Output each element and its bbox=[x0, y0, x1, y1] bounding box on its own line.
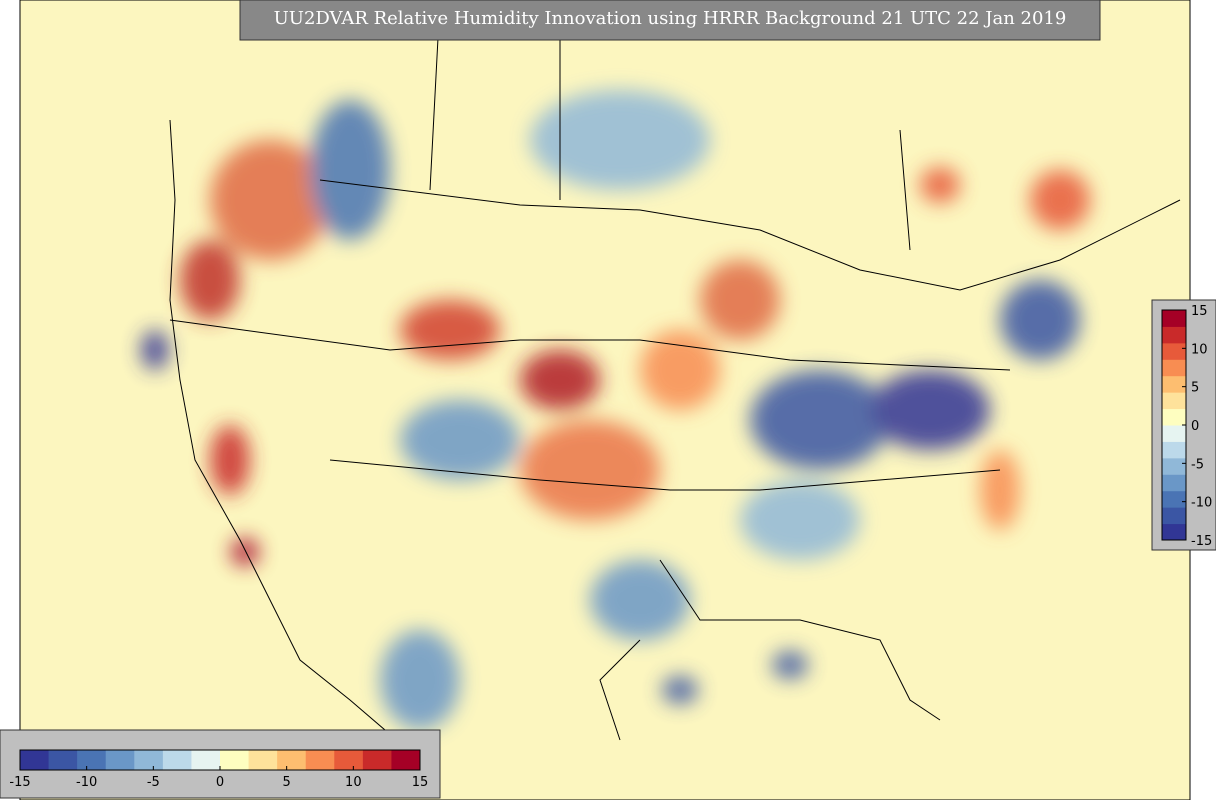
color-segment bbox=[162, 750, 192, 770]
color-segment bbox=[248, 750, 278, 770]
vertical-colorbar: -15 -10 -5 0 5 10 15 bbox=[1161, 304, 1212, 549]
color-segment bbox=[134, 750, 164, 770]
color-segment bbox=[1162, 441, 1186, 459]
tick-label: 0 bbox=[1191, 419, 1199, 434]
tick-label: 15 bbox=[1191, 304, 1208, 319]
color-segment bbox=[191, 750, 221, 770]
horizontal-colorbar: -15 -10 -5 0 5 10 15 bbox=[9, 749, 429, 790]
color-segment bbox=[1162, 490, 1186, 508]
tick-label: 10 bbox=[345, 775, 362, 790]
map-title: UU2DVAR Relative Humidity Innovation usi… bbox=[274, 8, 1067, 29]
color-segment bbox=[1162, 375, 1186, 393]
color-segment bbox=[1162, 425, 1186, 442]
color-segment bbox=[1162, 342, 1186, 360]
boundaries bbox=[169, 0, 1181, 761]
color-segment bbox=[1162, 408, 1186, 426]
innovation-field bbox=[141, 90, 1090, 730]
color-segment bbox=[1162, 457, 1186, 475]
color-segment bbox=[48, 750, 78, 770]
color-segment bbox=[277, 750, 307, 770]
tick-label: -15 bbox=[1191, 534, 1212, 549]
tick-label: -5 bbox=[147, 775, 160, 790]
color-segment bbox=[305, 750, 335, 770]
tick-label: 10 bbox=[1191, 342, 1208, 357]
title-box bbox=[239, 0, 1101, 41]
color-segment bbox=[1162, 507, 1186, 525]
color-segment bbox=[391, 750, 421, 770]
color-segment bbox=[362, 750, 392, 770]
tick-label: -10 bbox=[1191, 496, 1212, 511]
color-segment bbox=[334, 750, 364, 770]
tick-label: -5 bbox=[1191, 457, 1204, 472]
tick-label: 0 bbox=[216, 775, 224, 790]
color-segment bbox=[1162, 310, 1186, 327]
tick-label: 5 bbox=[1191, 381, 1199, 396]
color-segment bbox=[20, 750, 50, 770]
color-segment bbox=[1162, 523, 1186, 541]
color-segment bbox=[105, 750, 135, 770]
tick-label: 5 bbox=[283, 775, 291, 790]
color-segment bbox=[77, 750, 107, 770]
tick-label: -15 bbox=[9, 775, 30, 790]
color-segment bbox=[1162, 326, 1186, 344]
color-segment bbox=[1162, 474, 1186, 492]
tick-label: -10 bbox=[76, 775, 97, 790]
tick-label: 15 bbox=[412, 775, 429, 790]
color-segment bbox=[1162, 359, 1186, 377]
color-segment bbox=[1162, 392, 1186, 410]
color-segment bbox=[220, 750, 250, 770]
